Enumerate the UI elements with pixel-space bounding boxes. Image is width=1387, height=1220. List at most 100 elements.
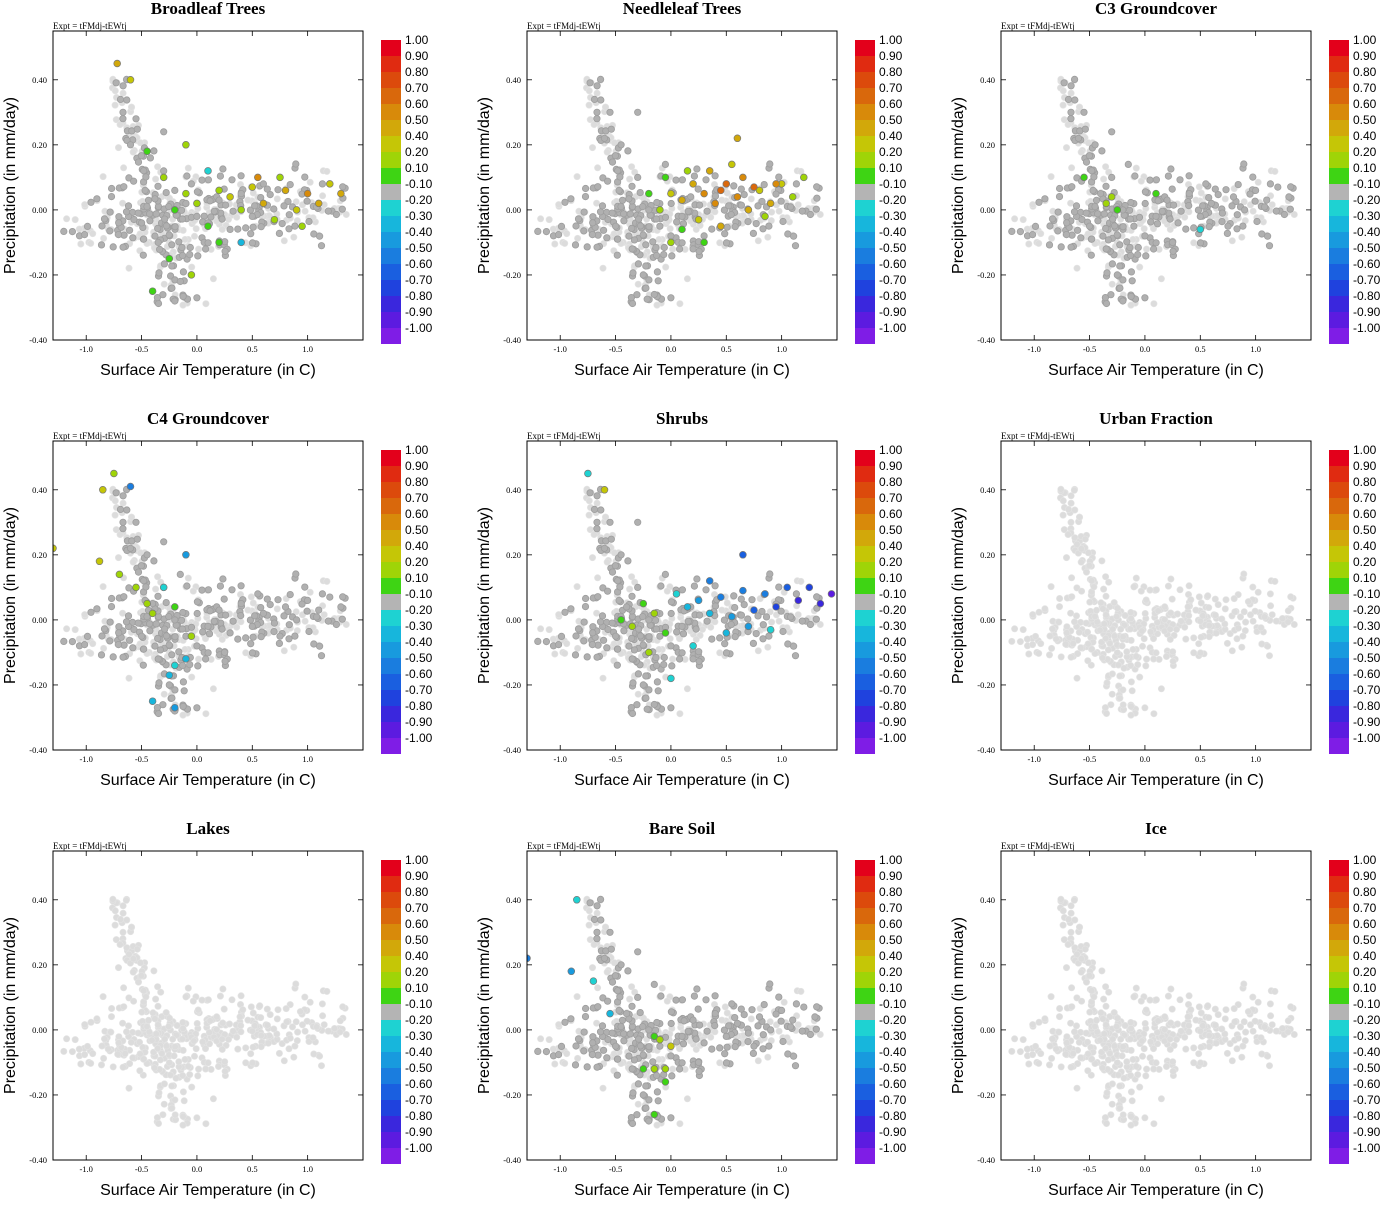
point-neutral <box>81 641 89 649</box>
point-neutral <box>119 115 127 123</box>
point-background <box>81 611 89 619</box>
point-colored <box>159 173 168 182</box>
point-neutral <box>161 215 169 223</box>
point-background <box>1205 633 1213 641</box>
point-background <box>115 554 123 562</box>
point-neutral <box>1239 222 1247 230</box>
point-background <box>1108 670 1116 678</box>
colorbar-swatch <box>381 498 401 514</box>
point-neutral <box>1131 172 1139 180</box>
point-neutral <box>633 291 641 299</box>
point-neutral <box>1008 227 1016 235</box>
point-neutral <box>151 232 159 240</box>
point-background <box>585 87 593 95</box>
point-neutral <box>116 505 125 514</box>
point-background <box>1127 609 1135 617</box>
colorbar-swatch <box>381 104 401 120</box>
point-background <box>626 175 634 183</box>
colorbar-label: -0.90 <box>405 715 433 729</box>
x-axis-label: Surface Air Temperature (in C) <box>100 772 316 789</box>
point-neutral <box>792 590 800 598</box>
point-neutral <box>1233 225 1241 233</box>
colorbar-label: -0.50 <box>1353 651 1381 665</box>
point-neutral <box>730 592 738 600</box>
colorbar-swatch <box>381 184 401 200</box>
point-neutral <box>270 205 278 213</box>
colorbar-swatch <box>855 264 875 280</box>
y-axis-label: Precipitation (in mm/day) <box>476 507 493 684</box>
colorbar-swatch <box>381 264 401 280</box>
point-neutral <box>1097 190 1105 198</box>
panel-title: Needleleaf Trees <box>623 0 742 18</box>
point-background <box>1234 624 1242 632</box>
point-neutral <box>1067 108 1075 116</box>
point-background <box>1136 673 1144 681</box>
point-neutral <box>1107 291 1115 299</box>
point-neutral <box>695 648 703 656</box>
colorbar-swatch <box>381 514 401 530</box>
colorbar-label: -0.40 <box>405 635 433 649</box>
colorbar-label: -0.10 <box>1353 177 1381 191</box>
point-neutral <box>134 568 143 576</box>
colorbar-swatch <box>1329 546 1349 562</box>
point-background <box>1023 635 1031 643</box>
colorbar-swatch <box>855 296 875 312</box>
point-neutral <box>298 600 306 608</box>
point-neutral <box>60 227 68 235</box>
colorbar-swatch <box>1329 136 1349 152</box>
point-background <box>1037 640 1045 648</box>
point-background <box>1197 649 1205 657</box>
point-background <box>301 993 309 1001</box>
point-neutral <box>179 702 187 710</box>
point-neutral <box>1062 231 1071 239</box>
point-neutral <box>749 229 757 237</box>
point-background <box>1181 213 1189 221</box>
point-neutral <box>643 295 651 303</box>
point-neutral <box>178 625 186 633</box>
point-neutral <box>645 223 653 231</box>
point-neutral <box>620 627 628 635</box>
x-tick-label: 0.5 <box>247 754 258 764</box>
point-background <box>1240 198 1248 206</box>
point-background <box>1070 486 1078 494</box>
point-neutral <box>678 622 686 630</box>
colorbar-label: 0.10 <box>879 161 903 175</box>
point-neutral <box>589 629 597 637</box>
point-neutral <box>176 277 184 286</box>
point-background <box>545 216 553 224</box>
colorbar: 1.000.900.800.700.600.500.400.200.10-0.1… <box>855 33 907 344</box>
point-neutral <box>162 222 171 230</box>
point-background <box>707 213 715 221</box>
y-tick-label: -0.20 <box>977 270 995 280</box>
expt-label: Expt = tFMdj-tEWtj <box>1001 431 1075 441</box>
point-neutral <box>597 506 605 514</box>
point-neutral <box>98 222 106 230</box>
point-colored <box>705 577 714 585</box>
point-neutral <box>1154 197 1162 205</box>
point-colored <box>584 469 592 478</box>
point-background <box>1161 616 1169 624</box>
point-neutral <box>693 165 701 173</box>
point-background <box>610 230 618 238</box>
point-colored <box>766 625 775 634</box>
point-background <box>1204 592 1212 600</box>
x-tick-label: 0.0 <box>1140 344 1151 354</box>
point-neutral <box>1214 191 1222 199</box>
point-neutral <box>171 633 179 641</box>
point-background <box>244 196 252 204</box>
point-neutral <box>140 235 148 243</box>
point-colored <box>750 606 758 614</box>
y-tick-label: 0.20 <box>980 550 995 560</box>
point-background <box>192 225 200 233</box>
point-neutral <box>119 653 127 661</box>
point-background <box>537 215 545 223</box>
point-neutral <box>160 260 168 268</box>
point-neutral <box>1127 251 1135 260</box>
point-neutral <box>229 617 237 625</box>
point-neutral <box>720 206 728 214</box>
point-neutral <box>1253 217 1261 226</box>
colorbar-label: -1.00 <box>1353 731 1381 745</box>
point-background <box>1114 661 1122 669</box>
point-colored <box>143 599 151 608</box>
